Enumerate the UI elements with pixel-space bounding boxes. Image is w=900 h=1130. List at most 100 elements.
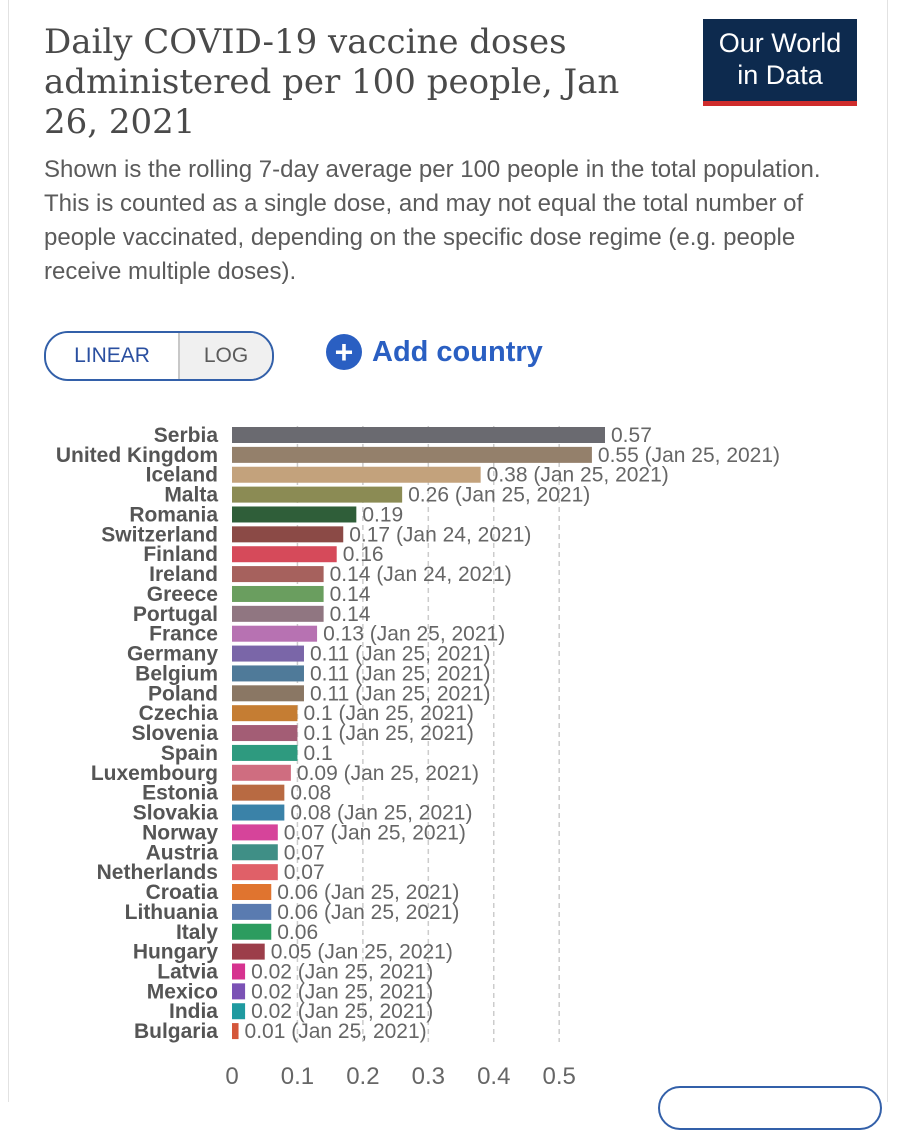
bar[interactable] [232,923,272,940]
bar-chart-svg: Serbia 0.57 United Kingdom 0.55 (Jan 25, 20… [56,424,780,1090]
chart-subtitle: Shown is the rolling 7-day average per 1… [44,156,821,285]
country-label: Czechia [139,702,219,725]
country-label: Bulgaria [134,1020,218,1043]
country-label: Hungary [133,941,219,964]
bar[interactable] [232,605,324,622]
value-label: 0.17 (Jan 24, 2021) [349,523,531,546]
country-label: United Kingdom [56,444,218,467]
value-label: 0.11 (Jan 25, 2021) [310,643,491,666]
bar[interactable] [232,884,272,901]
bar[interactable] [232,585,324,602]
country-label: Slovakia [133,802,219,825]
x-tick-label: 0.5 [543,1063,576,1090]
value-label: 0.07 (Jan 25, 2021) [284,821,466,844]
value-label: 0.02 (Jan 25, 2021) [251,1000,433,1023]
value-label: 0.07 [284,841,325,864]
value-label: 0.08 (Jan 25, 2021) [290,802,472,825]
bar-chart: Serbia 0.57 United Kingdom 0.55 (Jan 25, 20… [0,410,900,1095]
bar[interactable] [232,566,324,583]
bar[interactable] [232,506,357,523]
country-label: Switzerland [101,523,218,546]
value-label: 0.14 (Jan 24, 2021) [330,563,512,586]
country-label: Malta [164,484,218,507]
bar[interactable] [232,665,304,682]
country-label: Finland [143,543,218,566]
log-scale-button[interactable]: LOG [178,333,272,379]
bar[interactable] [232,1023,239,1040]
bar[interactable] [232,784,285,801]
logo-line-2: in Data [737,60,823,90]
bottom-control-button[interactable] [658,1086,882,1130]
bar[interactable] [232,526,344,543]
value-label: 0.06 (Jan 25, 2021) [277,881,459,904]
value-label: 0.38 (Jan 25, 2021) [487,464,669,487]
add-country-button[interactable]: + Add country [326,334,543,370]
add-country-label: Add country [372,335,543,368]
value-label: 0.05 (Jan 25, 2021) [271,941,453,964]
bar[interactable] [232,546,337,563]
value-label: 0.14 [330,603,371,626]
country-label: Mexico [147,980,218,1003]
country-label: Luxembourg [91,762,218,785]
value-label: 0.06 [277,921,318,944]
bar[interactable] [232,685,304,702]
bar[interactable] [232,864,278,881]
value-label: 0.01 (Jan 25, 2021) [245,1020,427,1043]
x-tick-label: 0.1 [281,1063,314,1090]
country-label: Iceland [146,464,218,487]
bar[interactable] [232,824,278,841]
bar[interactable] [232,844,278,861]
bar[interactable] [232,1003,246,1020]
country-label: Romania [129,503,218,526]
value-label: 0.1 [303,742,332,765]
plus-icon: + [326,334,362,370]
value-label: 0.02 (Jan 25, 2021) [251,960,433,983]
x-tick-label: 0.4 [477,1063,510,1090]
country-label: Spain [161,742,218,765]
country-label: Italy [176,921,218,944]
country-label: Greece [147,583,218,606]
country-label: Norway [142,821,218,844]
x-tick-label: 0 [225,1063,238,1090]
country-label: Poland [148,682,218,705]
bar[interactable] [232,725,298,742]
country-label: Austria [146,841,219,864]
value-label: 0.16 [343,543,384,566]
bar[interactable] [232,486,403,503]
country-label: Portugal [133,603,218,626]
bar[interactable] [232,625,318,642]
country-label: Germany [127,643,218,666]
bar[interactable] [232,943,265,960]
country-label: Estonia [142,782,218,805]
bar[interactable] [232,963,246,980]
value-label: 0.11 (Jan 25, 2021) [310,662,491,685]
value-label: 0.14 [330,583,371,606]
country-label: Netherlands [97,861,218,884]
country-label: France [149,623,218,646]
value-label: 0.19 [362,503,403,526]
bar[interactable] [232,446,592,463]
bar[interactable] [232,645,304,662]
country-label: Ireland [149,563,218,586]
value-label: 0.07 [284,861,325,884]
bar[interactable] [232,764,291,781]
value-label: 0.13 (Jan 25, 2021) [323,623,505,646]
value-label: 0.57 [611,424,652,447]
x-tick-label: 0.2 [346,1063,379,1090]
linear-scale-button[interactable]: LINEAR [46,333,178,379]
value-label: 0.02 (Jan 25, 2021) [251,980,433,1003]
bar[interactable] [232,466,481,483]
country-label: India [169,1000,218,1023]
bar[interactable] [232,903,272,920]
bar[interactable] [232,804,285,821]
bar[interactable] [232,705,298,722]
value-label: 0.09 (Jan 25, 2021) [297,762,479,785]
country-label: Slovenia [132,722,219,745]
value-label: 0.1 (Jan 25, 2021) [303,702,473,725]
value-label: 0.26 (Jan 25, 2021) [408,484,590,507]
bar[interactable] [232,427,605,443]
bar[interactable] [232,744,298,761]
bar[interactable] [232,983,246,1000]
owid-logo[interactable]: Our World in Data [703,19,857,106]
country-label: Latvia [157,960,218,983]
